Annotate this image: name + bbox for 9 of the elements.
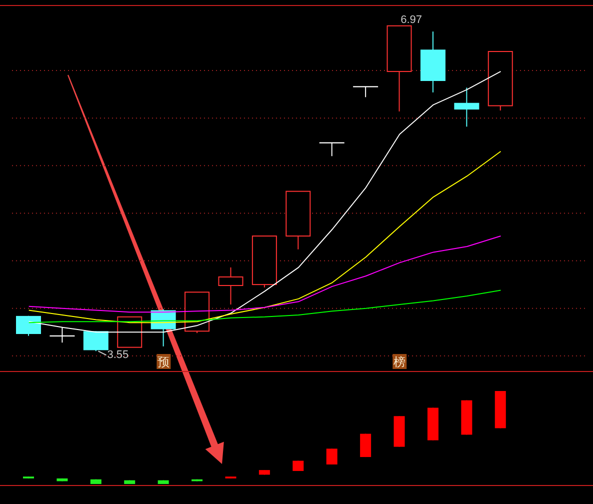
candlestick <box>218 266 244 306</box>
candlestick <box>454 87 480 128</box>
annotation: 3.55 <box>107 349 129 362</box>
x-tick-label: 预 <box>158 355 170 369</box>
candlestick <box>326 448 338 465</box>
x-tick-label: 榜 <box>394 355 406 369</box>
candlestick <box>352 86 379 98</box>
candlestick <box>318 142 345 157</box>
annotation: 6.97 <box>400 14 422 26</box>
